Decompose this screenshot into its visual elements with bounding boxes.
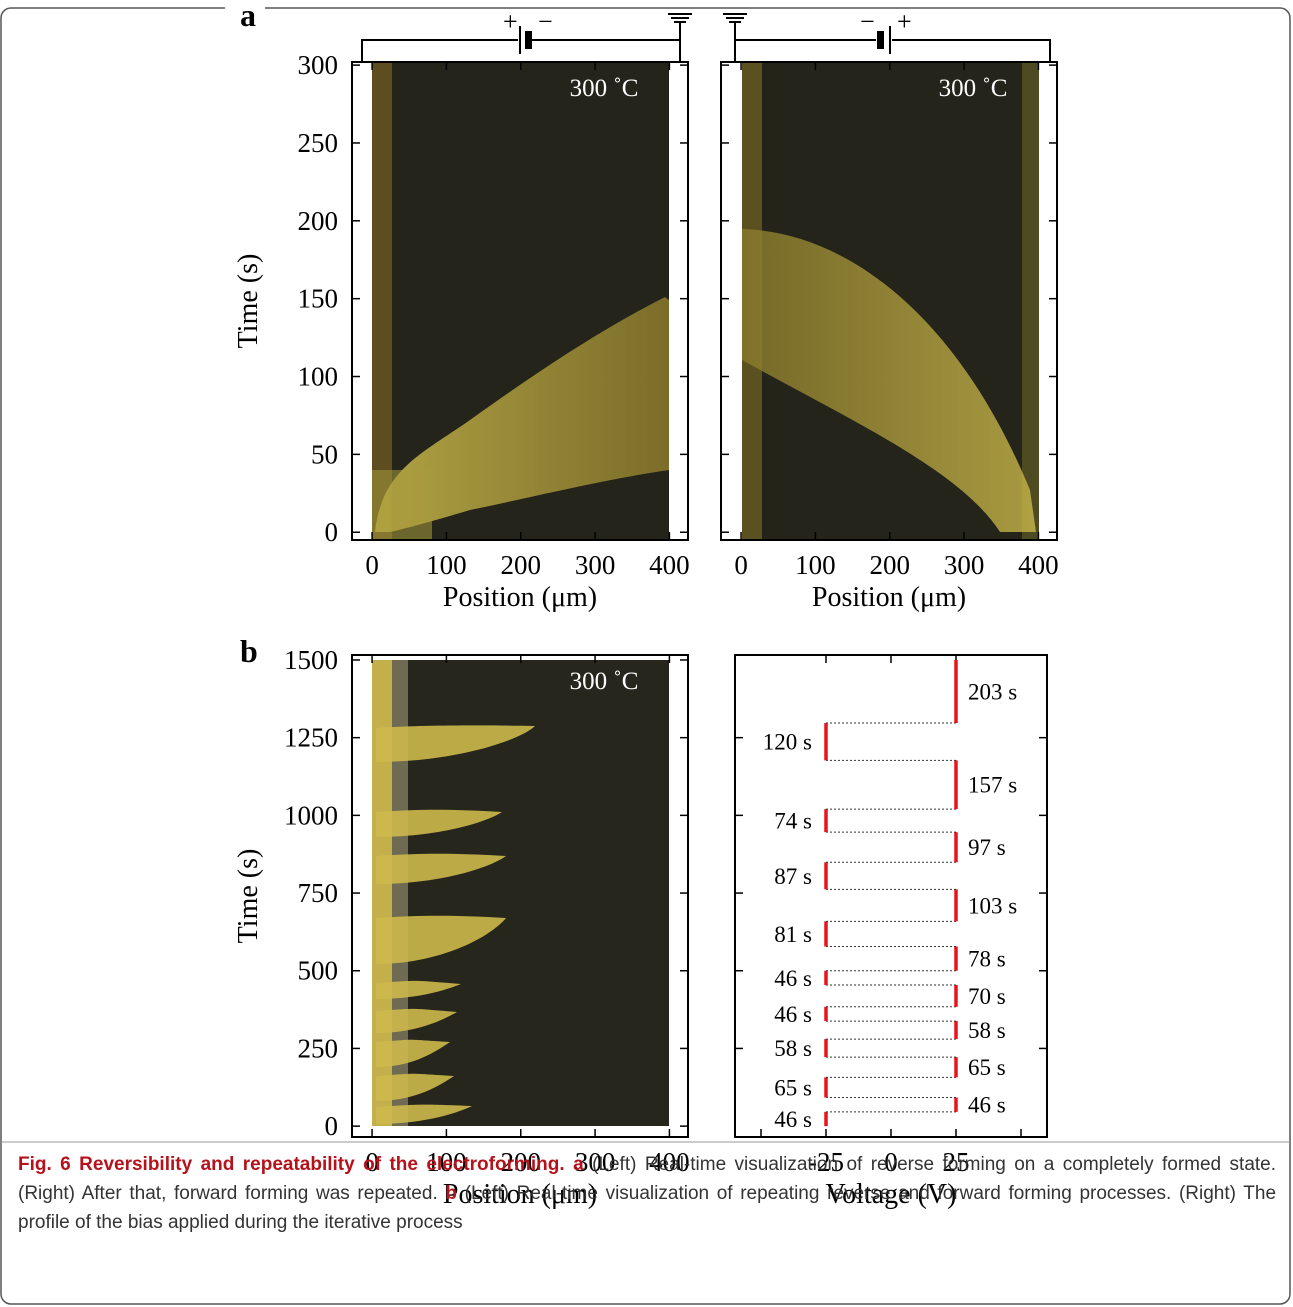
duration-label: 97 s — [968, 835, 1006, 860]
circuit-sign: + — [503, 7, 518, 36]
lobe — [376, 1008, 457, 1033]
temperature-label: 300 ˚C — [570, 75, 639, 102]
x-tick-label: 25 — [943, 1147, 970, 1177]
duration-label: 65 s — [968, 1055, 1006, 1080]
lobe — [376, 915, 506, 964]
caption-title: Fig. 6 Reversibility and repeatability o… — [18, 1154, 565, 1175]
x-tick-label: 100 — [795, 550, 836, 580]
lobe — [376, 853, 506, 884]
temperature-label: 300 ˚C — [939, 75, 1008, 102]
caption-text: (Left) Real-time visualization of revers… — [18, 1154, 1277, 1204]
lobe — [376, 809, 502, 837]
duration-label: 65 s — [774, 1075, 812, 1100]
kymograph — [372, 660, 669, 1126]
lobe — [376, 1104, 472, 1124]
y-tick-label: 1000 — [284, 800, 338, 830]
circuit-sign: + — [897, 7, 912, 36]
x-tick-label: -25 — [808, 1147, 844, 1177]
duration-label: 46 s — [774, 1002, 812, 1027]
frame-gap — [225, 0, 265, 20]
x-tick-label: 0 — [365, 550, 379, 580]
x-axis-label: Voltage (V) — [826, 1179, 957, 1210]
duration-label: 46 s — [774, 1107, 812, 1132]
x-tick-label: 100 — [426, 1147, 467, 1177]
y-tick-label: 250 — [298, 128, 339, 158]
x-tick-label: 100 — [426, 550, 467, 580]
panel-label: b — [240, 633, 258, 669]
lobe — [376, 980, 461, 999]
duration-label: 70 s — [968, 984, 1006, 1009]
y-tick-label: 1250 — [284, 723, 338, 753]
duration-label: 58 s — [968, 1018, 1006, 1043]
y-tick-label: 50 — [311, 439, 338, 469]
x-tick-label: 400 — [649, 1147, 690, 1177]
duration-label: 87 s — [774, 864, 812, 889]
x-tick-label: 300 — [575, 1147, 616, 1177]
duration-label: 78 s — [968, 947, 1006, 972]
x-tick-label: 200 — [500, 1147, 541, 1177]
lobe — [376, 1073, 454, 1101]
x-tick-label: 400 — [1018, 550, 1059, 580]
caption: Fig. 6 Reversibility and repeatability o… — [18, 1150, 1276, 1237]
x-tick-label: 200 — [500, 550, 541, 580]
x-tick-label: 400 — [649, 550, 690, 580]
x-tick-label: 200 — [869, 550, 910, 580]
y-tick-label: 300 — [298, 50, 339, 80]
duration-label: 157 s — [968, 773, 1017, 798]
frame — [0, 7, 1291, 1305]
lobe — [376, 725, 535, 762]
duration-label: 58 s — [774, 1036, 812, 1061]
caption-part-label: b — [445, 1183, 457, 1204]
y-tick-label: 100 — [298, 362, 339, 392]
x-tick-label: 300 — [944, 550, 985, 580]
y-tick-label: 200 — [298, 206, 339, 236]
circuit — [361, 13, 1051, 62]
y-tick-label: 1500 — [284, 645, 338, 675]
x-tick-label: 300 — [575, 550, 616, 580]
x-tick-label: 0 — [884, 1147, 898, 1177]
x-axis-label: Position (μm) — [812, 582, 966, 613]
x-tick-label: 0 — [365, 1147, 379, 1177]
duration-label: 81 s — [774, 922, 812, 947]
kymograph — [372, 62, 669, 540]
y-axis-label: Time (s) — [233, 254, 264, 349]
duration-label: 74 s — [774, 809, 812, 834]
circuit-sign: − — [860, 7, 875, 36]
circuit-sign: − — [538, 7, 553, 36]
y-tick-label: 750 — [298, 878, 339, 908]
y-tick-label: 0 — [325, 517, 339, 547]
duration-label: 103 s — [968, 893, 1017, 918]
caption-text: (Left) Real-time visualization of repeat… — [18, 1183, 1277, 1233]
kymograph — [742, 62, 1039, 540]
y-tick-label: 250 — [298, 1033, 339, 1063]
caption-part-label: a — [573, 1154, 584, 1175]
y-tick-label: 0 — [325, 1111, 339, 1141]
panel-label: a — [240, 0, 256, 33]
duration-label: 46 s — [968, 1093, 1006, 1118]
x-axis-label: Position (μm) — [443, 582, 597, 613]
lobe — [376, 1039, 450, 1067]
y-tick-label: 150 — [298, 284, 339, 314]
x-tick-label: 0 — [734, 550, 748, 580]
y-axis-label: Time (s) — [233, 849, 264, 944]
duration-label: 203 s — [968, 680, 1017, 705]
temperature-label: 300 ˚C — [570, 668, 639, 695]
duration-label: 46 s — [774, 966, 812, 991]
y-tick-label: 500 — [298, 956, 339, 986]
x-axis-label: Position (μm) — [443, 1179, 597, 1210]
duration-label: 120 s — [763, 730, 812, 755]
